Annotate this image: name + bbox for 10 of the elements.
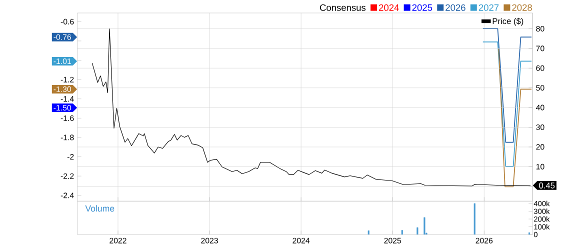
y-axis-title: Volume <box>85 205 114 212</box>
legend-label: 2028 <box>512 4 532 12</box>
legend-label: 2025 <box>412 4 432 12</box>
legend-label: Price ($) <box>492 18 524 26</box>
legend-label: 2024 <box>379 4 399 12</box>
line-series <box>92 28 531 186</box>
legend-label: 2027 <box>478 4 499 12</box>
legend-title: Consensus <box>320 4 366 12</box>
data-label: 0.45 <box>539 182 555 189</box>
legend-label: 2026 <box>446 4 466 12</box>
